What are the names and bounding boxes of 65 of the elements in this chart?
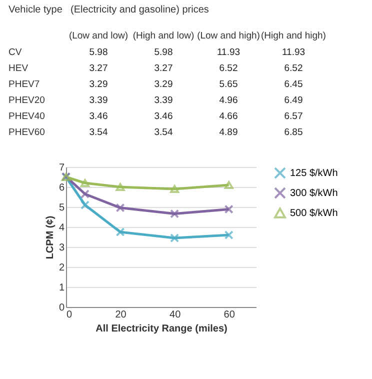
y-tick-label: 7 — [58, 162, 65, 174]
x-tick-label: (Low and high) — [197, 30, 260, 42]
y-tick-label: 4 — [58, 222, 65, 234]
data-label: 5.98 — [154, 47, 173, 58]
data-label: 11.93 — [216, 47, 240, 58]
legend-label: 300 $/kWh — [290, 188, 338, 199]
data-label: 11.93 — [282, 47, 306, 58]
y-axis-title: LCPM (¢) — [44, 216, 56, 260]
data-label: 3.29 — [154, 79, 173, 90]
point — [224, 230, 234, 240]
y-tick-label: 5 — [58, 202, 65, 214]
data-label: 3.46 — [89, 111, 108, 122]
data-label: 3.29 — [89, 79, 108, 90]
point — [116, 182, 125, 192]
data-label: 3.39 — [89, 95, 108, 106]
point — [116, 227, 125, 237]
data-label: 4.66 — [219, 111, 238, 122]
point — [80, 189, 90, 199]
data-label: 6.52 — [219, 63, 238, 74]
data-label: 4.89 — [219, 127, 238, 138]
legend-label: 125 $/kWh — [290, 168, 338, 179]
data-label: 4.96 — [219, 95, 238, 106]
y-tick-label: PHEV7 — [8, 79, 40, 90]
x-axis-title: All Electricity Range (miles) — [96, 324, 228, 334]
y-tick-label: 1 — [58, 282, 65, 294]
y-tick-label: 3 — [58, 242, 65, 254]
data-label: 3.39 — [154, 95, 173, 106]
y-tick-label: HEV — [8, 63, 29, 74]
data-label: 6.52 — [284, 63, 303, 74]
point — [170, 184, 180, 194]
y-tick-label: 0 — [58, 302, 65, 314]
data-label: 3.54 — [154, 127, 173, 138]
point — [80, 200, 90, 210]
data-label: 6.49 — [284, 95, 303, 106]
x-axis-title: (Electricity and gasoline) prices — [70, 4, 209, 16]
point — [224, 204, 234, 214]
data-label: 5.65 — [219, 79, 238, 90]
data-label: 3.27 — [154, 63, 173, 74]
data-label: 3.54 — [89, 127, 108, 138]
x-tick-label: 40 — [170, 310, 182, 320]
x-tick-label: 60 — [224, 310, 236, 320]
data-label: 5.98 — [89, 47, 108, 58]
data-label: 6.45 — [284, 79, 303, 90]
x-tick-label: (High and high) — [261, 30, 326, 42]
point — [116, 203, 125, 212]
x-tick-label: (High and low) — [132, 30, 194, 42]
data-label: 3.27 — [89, 63, 108, 74]
y-tick-label: PHEV40 — [8, 111, 45, 122]
point — [170, 209, 180, 218]
data-label: 6.85 — [284, 127, 303, 138]
legend-label: 500 $/kWh — [290, 208, 338, 219]
y-tick-label: PHEV20 — [8, 95, 45, 106]
point — [224, 180, 234, 190]
point — [80, 178, 90, 188]
point — [170, 233, 180, 243]
x-tick-label: 20 — [115, 310, 127, 320]
x-tick-label: 0 — [66, 310, 72, 320]
y-tick-label: PHEV60 — [8, 127, 45, 138]
y-tick-label: 6 — [58, 182, 65, 194]
data-label: 6.57 — [284, 111, 303, 122]
y-axis-title: Vehicle type — [8, 4, 63, 16]
y-tick-label: 2 — [58, 262, 65, 274]
x-tick-label: (Low and low) — [68, 30, 128, 42]
data-label: 3.46 — [154, 111, 173, 122]
y-tick-label: CV — [8, 47, 22, 58]
